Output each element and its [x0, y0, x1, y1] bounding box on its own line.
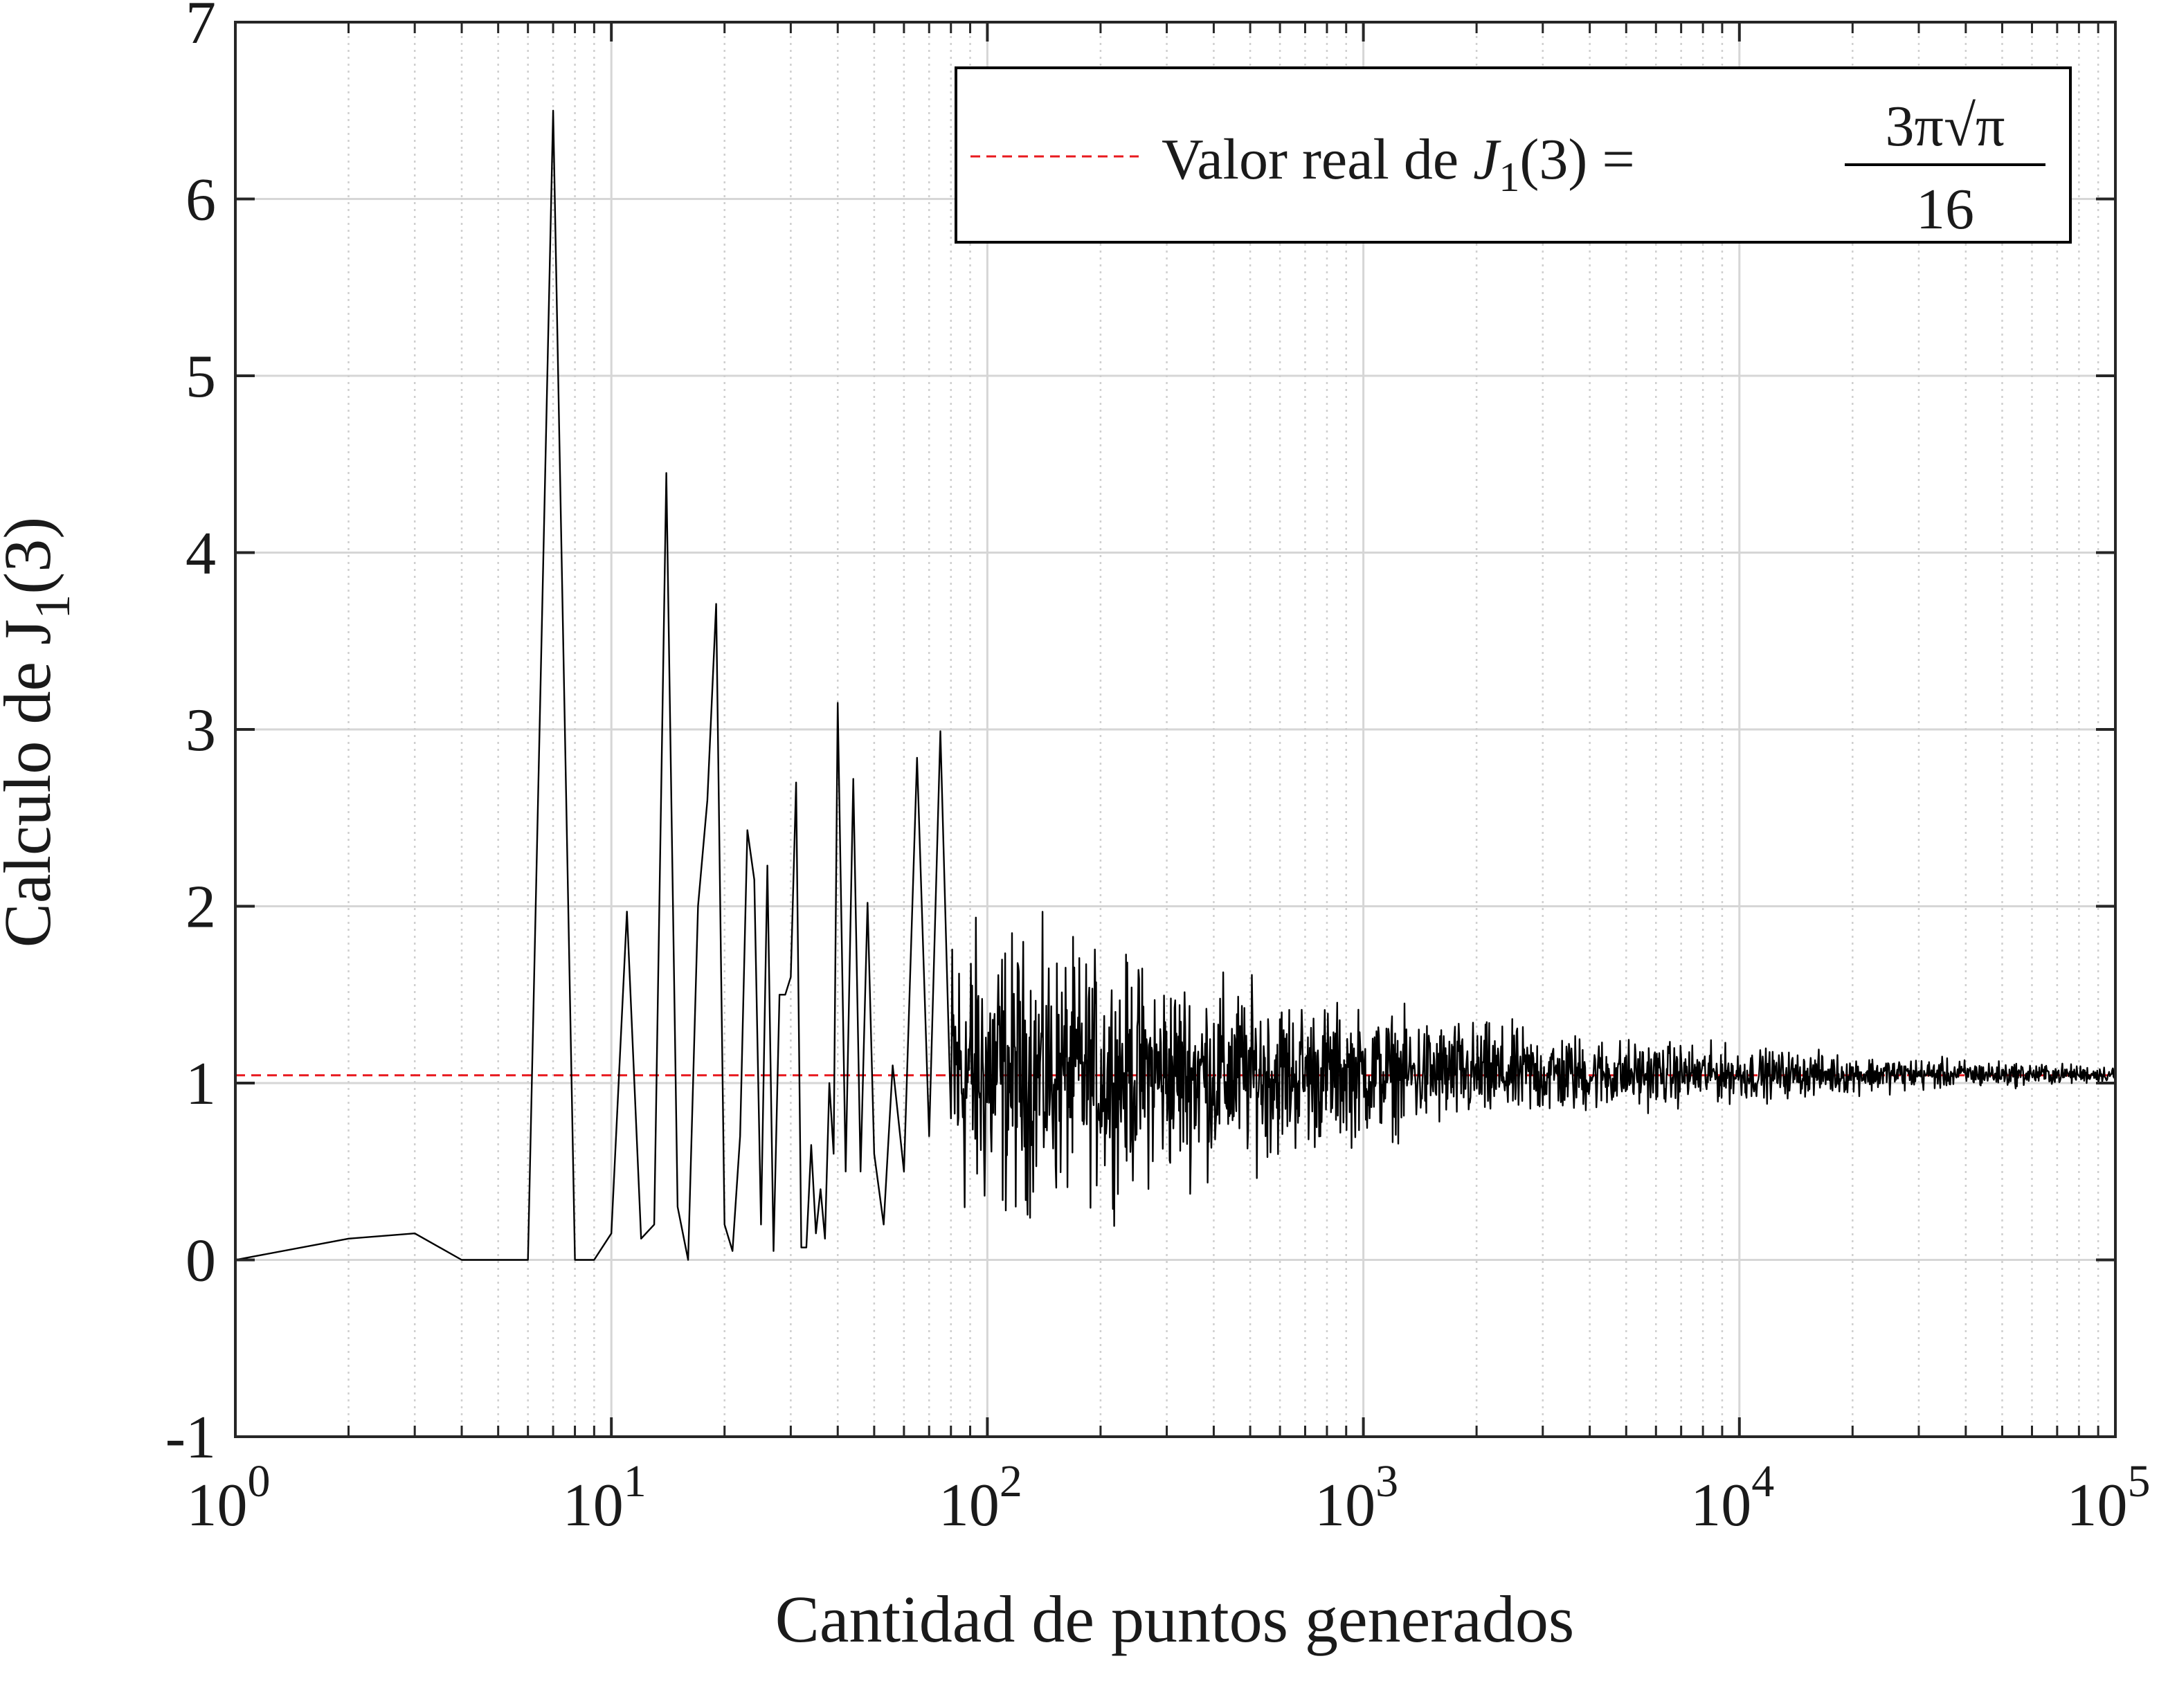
y-tick-label: 5 — [186, 343, 216, 410]
legend-label: Valor real de J1(3) = — [1162, 127, 1635, 200]
y-tick-label: 7 — [186, 0, 216, 57]
y-tick-label: 4 — [186, 520, 216, 588]
y-axis-label-subscript: 1 — [25, 594, 80, 619]
y-tick-label: 1 — [186, 1051, 216, 1118]
legend: Valor real de J1(3) = 3π√π 16 — [955, 66, 2072, 244]
legend-label-text: Valor real de — [1162, 127, 1473, 192]
x-tick-label: 104 — [1690, 1456, 1774, 1539]
estimate-line — [235, 109, 2117, 1261]
y-axis-label-suffix: (3) — [0, 517, 64, 594]
legend-label-sub: 1 — [1499, 154, 1519, 200]
legend-label-func: J — [1473, 127, 1501, 192]
legend-numerator: 3π√π — [1886, 94, 2005, 158]
y-tick-label: 3 — [186, 697, 216, 764]
tick-labels: -1 0 1 2 3 4 5 6 7 100 101 102 103 104 105 — [165, 0, 2151, 1539]
x-tick-label: 101 — [563, 1456, 647, 1539]
y-axis-label-prefix: Calculo de J — [0, 619, 64, 948]
x-tick-label: 102 — [939, 1456, 1022, 1539]
plot-area — [235, 109, 2117, 1261]
y-tick-label: 0 — [186, 1228, 216, 1295]
x-tick-label: 100 — [187, 1456, 271, 1539]
y-axis-label: Calculo de J1(3) — [0, 517, 80, 948]
y-tick-label: -1 — [165, 1404, 216, 1471]
x-axis-label: Cantidad de puntos generados — [775, 1582, 1574, 1656]
x-tick-label: 103 — [1315, 1456, 1398, 1539]
grid-lines — [234, 21, 2115, 1438]
legend-box — [955, 66, 2072, 244]
y-tick-label: 2 — [186, 874, 216, 941]
y-tick-label: 6 — [186, 167, 216, 234]
legend-denominator: 16 — [1916, 177, 1974, 242]
axes — [234, 21, 2117, 1438]
x-tick-label: 105 — [2067, 1456, 2151, 1539]
legend-label-arg: (3) = — [1519, 127, 1634, 192]
